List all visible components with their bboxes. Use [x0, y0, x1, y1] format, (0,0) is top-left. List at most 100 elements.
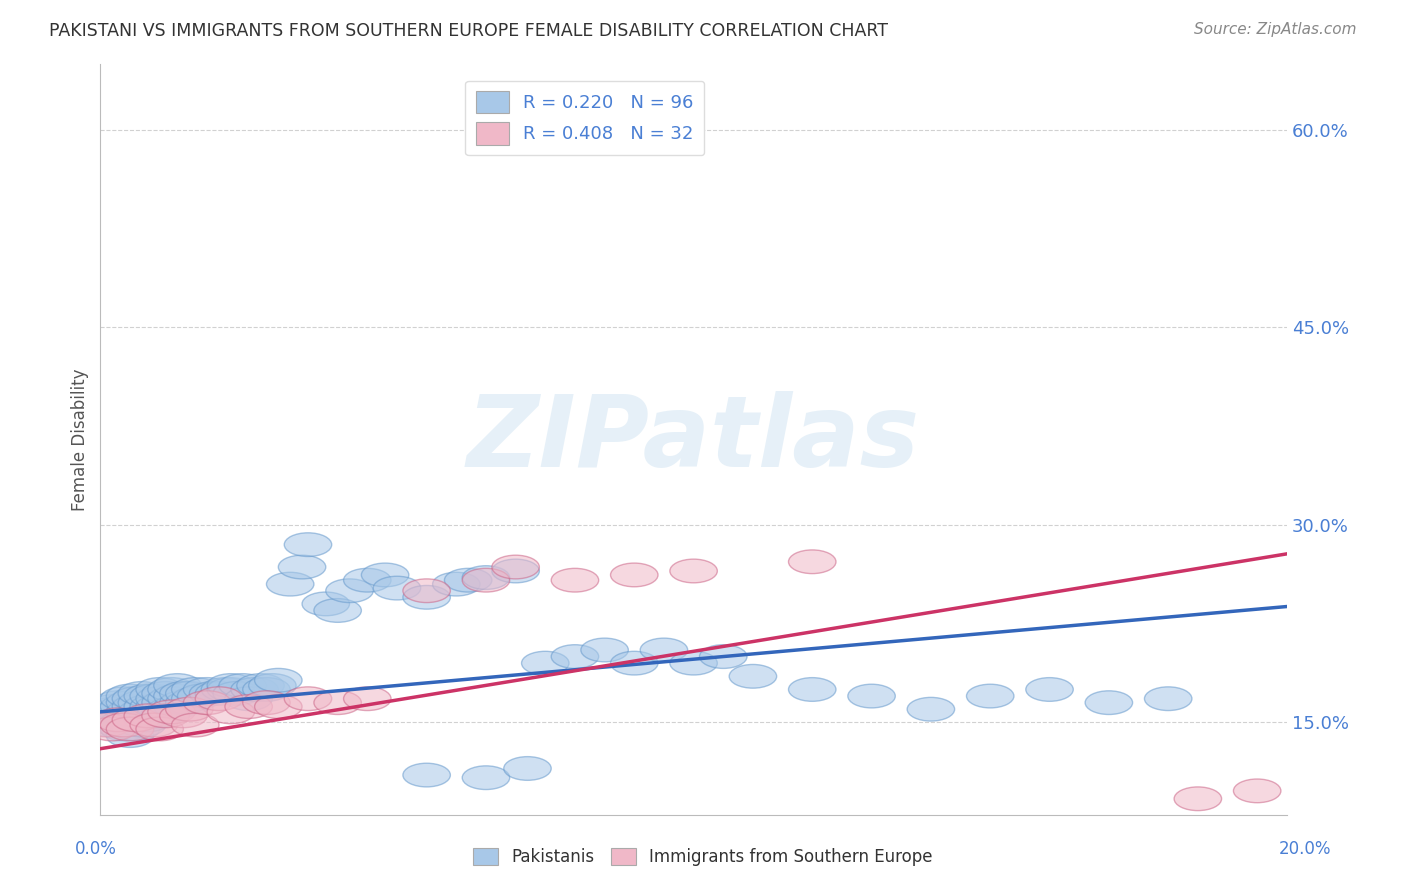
Ellipse shape	[789, 549, 837, 574]
Ellipse shape	[201, 678, 249, 701]
Ellipse shape	[160, 681, 207, 706]
Ellipse shape	[267, 573, 314, 596]
Y-axis label: Female Disability: Female Disability	[72, 368, 89, 510]
Ellipse shape	[148, 698, 195, 721]
Ellipse shape	[142, 700, 190, 723]
Ellipse shape	[83, 704, 129, 728]
Ellipse shape	[142, 704, 190, 728]
Ellipse shape	[463, 766, 510, 789]
Ellipse shape	[124, 704, 172, 728]
Ellipse shape	[129, 695, 177, 718]
Ellipse shape	[551, 645, 599, 668]
Ellipse shape	[343, 568, 391, 592]
Ellipse shape	[254, 668, 302, 692]
Ellipse shape	[444, 568, 492, 592]
Ellipse shape	[284, 533, 332, 557]
Ellipse shape	[118, 690, 166, 714]
Ellipse shape	[142, 681, 190, 706]
Text: ZIPatlas: ZIPatlas	[467, 391, 920, 488]
Ellipse shape	[207, 678, 254, 701]
Ellipse shape	[89, 695, 136, 718]
Ellipse shape	[172, 678, 219, 701]
Ellipse shape	[166, 681, 214, 706]
Ellipse shape	[94, 690, 142, 714]
Ellipse shape	[284, 687, 332, 711]
Ellipse shape	[129, 684, 177, 708]
Ellipse shape	[94, 714, 142, 737]
Ellipse shape	[124, 684, 172, 708]
Ellipse shape	[148, 700, 195, 723]
Ellipse shape	[107, 708, 153, 731]
Ellipse shape	[129, 714, 177, 737]
Ellipse shape	[166, 690, 214, 714]
Ellipse shape	[100, 714, 148, 737]
Ellipse shape	[551, 568, 599, 592]
Ellipse shape	[89, 717, 136, 741]
Ellipse shape	[404, 579, 450, 603]
Ellipse shape	[118, 681, 166, 706]
Ellipse shape	[100, 695, 148, 718]
Ellipse shape	[1174, 787, 1222, 811]
Ellipse shape	[112, 687, 160, 711]
Ellipse shape	[243, 690, 290, 714]
Ellipse shape	[433, 573, 479, 596]
Ellipse shape	[195, 687, 243, 711]
Ellipse shape	[848, 684, 896, 708]
Ellipse shape	[136, 717, 183, 741]
Ellipse shape	[100, 711, 148, 734]
Ellipse shape	[136, 695, 183, 718]
Ellipse shape	[136, 704, 183, 728]
Ellipse shape	[302, 592, 350, 615]
Ellipse shape	[225, 695, 273, 718]
Ellipse shape	[129, 704, 177, 728]
Ellipse shape	[124, 708, 172, 731]
Ellipse shape	[153, 673, 201, 698]
Legend: R = 0.220   N = 96, R = 0.408   N = 32: R = 0.220 N = 96, R = 0.408 N = 32	[465, 80, 704, 155]
Ellipse shape	[177, 684, 225, 708]
Text: Source: ZipAtlas.com: Source: ZipAtlas.com	[1194, 22, 1357, 37]
Ellipse shape	[83, 714, 129, 737]
Ellipse shape	[112, 695, 160, 718]
Ellipse shape	[373, 576, 420, 600]
Ellipse shape	[207, 700, 254, 723]
Ellipse shape	[463, 566, 510, 590]
Ellipse shape	[89, 714, 136, 737]
Ellipse shape	[492, 559, 540, 582]
Ellipse shape	[112, 717, 160, 741]
Ellipse shape	[1144, 687, 1192, 711]
Ellipse shape	[640, 638, 688, 662]
Ellipse shape	[700, 645, 747, 668]
Ellipse shape	[112, 708, 160, 731]
Ellipse shape	[231, 678, 278, 701]
Ellipse shape	[118, 700, 166, 723]
Ellipse shape	[314, 690, 361, 714]
Ellipse shape	[225, 687, 273, 711]
Ellipse shape	[404, 585, 450, 609]
Ellipse shape	[166, 698, 214, 721]
Ellipse shape	[107, 700, 153, 723]
Ellipse shape	[249, 673, 297, 698]
Ellipse shape	[107, 690, 153, 714]
Ellipse shape	[243, 678, 290, 701]
Ellipse shape	[669, 559, 717, 582]
Ellipse shape	[183, 678, 231, 701]
Ellipse shape	[214, 681, 260, 706]
Ellipse shape	[100, 717, 148, 741]
Ellipse shape	[107, 717, 153, 741]
Ellipse shape	[107, 684, 153, 708]
Ellipse shape	[503, 756, 551, 780]
Legend: Pakistanis, Immigrants from Southern Europe: Pakistanis, Immigrants from Southern Eur…	[467, 841, 939, 873]
Ellipse shape	[789, 678, 837, 701]
Ellipse shape	[94, 700, 142, 723]
Ellipse shape	[1085, 690, 1133, 714]
Ellipse shape	[153, 684, 201, 708]
Ellipse shape	[314, 599, 361, 623]
Ellipse shape	[107, 723, 153, 747]
Ellipse shape	[522, 651, 569, 675]
Ellipse shape	[172, 714, 219, 737]
Ellipse shape	[160, 704, 207, 728]
Ellipse shape	[183, 690, 231, 714]
Ellipse shape	[172, 687, 219, 711]
Ellipse shape	[142, 690, 190, 714]
Ellipse shape	[219, 673, 267, 698]
